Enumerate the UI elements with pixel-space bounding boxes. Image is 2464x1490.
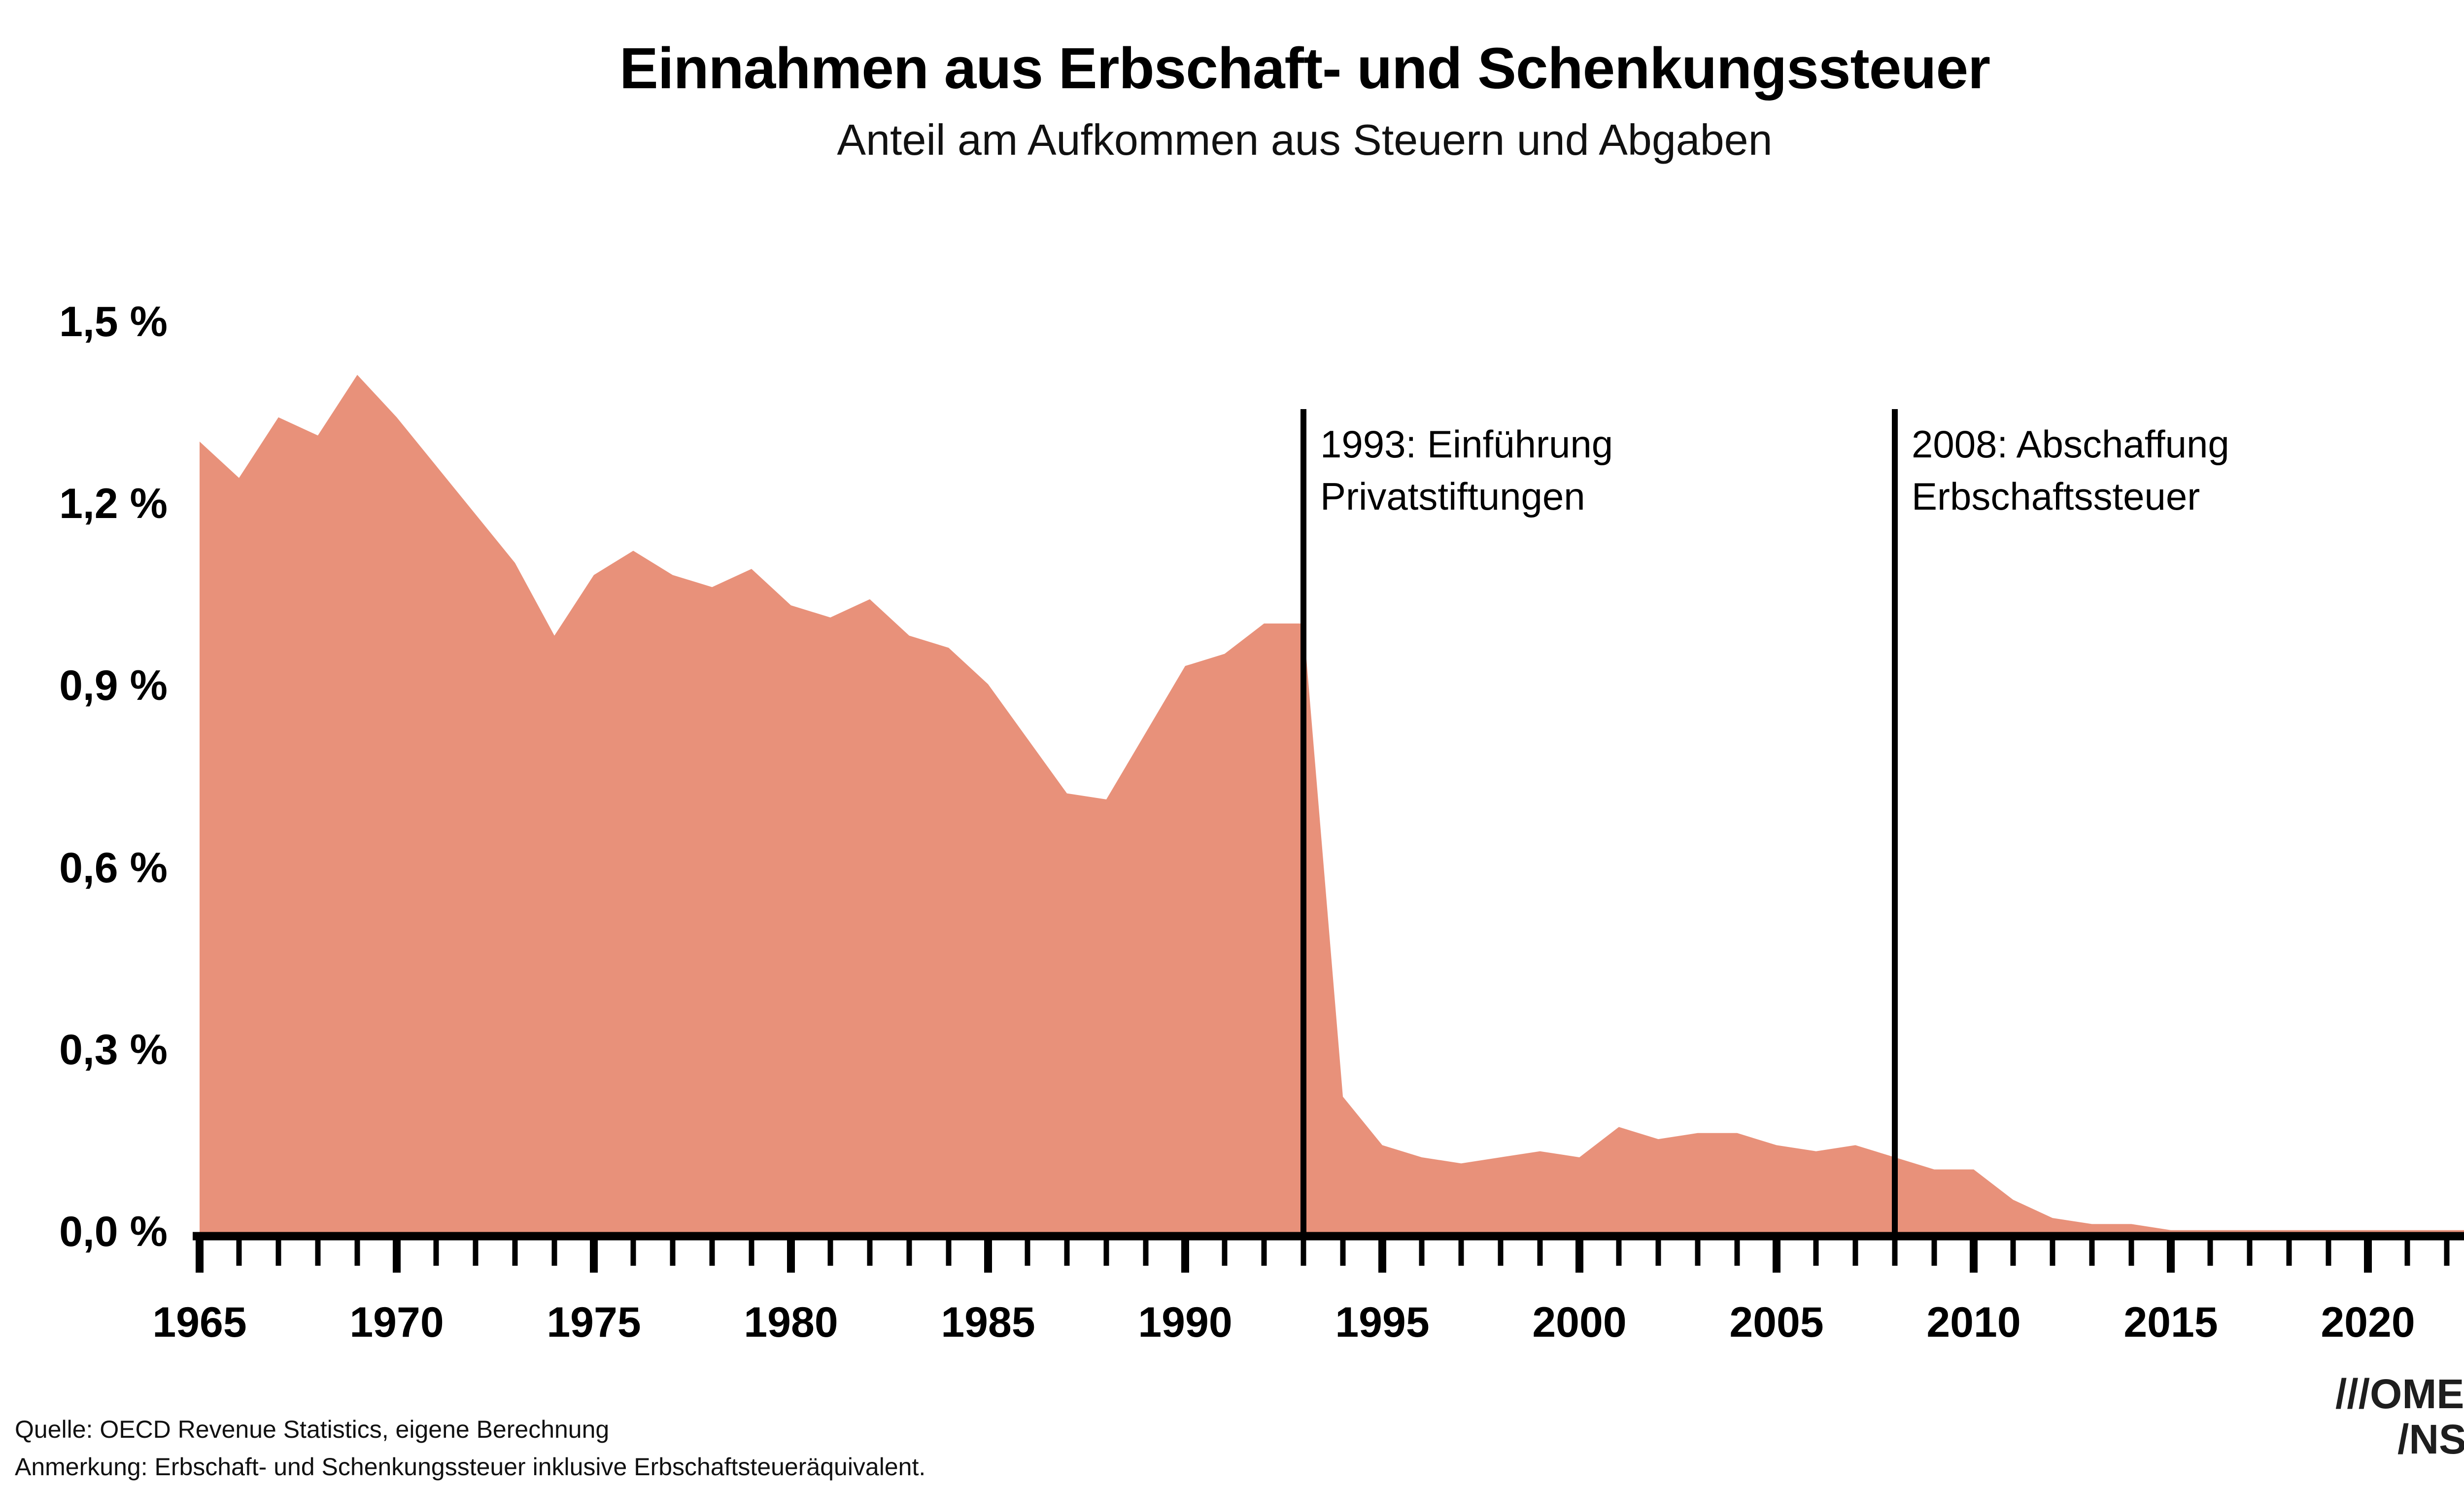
x-axis-tick-label: 2020 xyxy=(2321,1299,2415,1346)
logo-line-momentum: ///OMENTUM xyxy=(2335,1371,2464,1417)
x-axis-tick-label: 1975 xyxy=(547,1299,641,1346)
source-note: Quelle: OECD Revenue Statistics, eigene … xyxy=(15,1416,610,1443)
annotation-label-line2: Erbschaftssteuer xyxy=(1912,475,2200,519)
x-axis-tick-label: 2000 xyxy=(1532,1299,1627,1346)
annotation-label-line1: 1993: Einführung xyxy=(1320,422,1613,466)
y-axis-tick-label: 0,9 % xyxy=(59,662,168,710)
x-axis-tick-label: 1995 xyxy=(1335,1299,1430,1346)
y-axis-tick-label: 1,2 % xyxy=(59,480,168,528)
annotation-label-line2: Privatstiftungen xyxy=(1320,475,1585,519)
x-axis-tick-label: 2010 xyxy=(1926,1299,2021,1346)
axes-group xyxy=(193,1232,2464,1273)
x-axis-tick-label: 2024 xyxy=(2437,1298,2464,1347)
x-axis-tick-label: 1985 xyxy=(941,1299,1035,1346)
footer-notes: Quelle: OECD Revenue Statistics, eigene … xyxy=(15,1411,925,1486)
x-axis-tick-label: 2005 xyxy=(1729,1299,1824,1346)
chart-header: Einnahmen aus Erbschaft- und Schenkungss… xyxy=(0,0,2464,163)
annotation-label-line1: 2008: Abschaffung xyxy=(1912,422,2229,466)
remark-note: Anmerkung: Erbschaft- und Schenkungssteu… xyxy=(15,1453,926,1481)
x-axis-tick-label: 1970 xyxy=(349,1299,444,1346)
y-axis-tick-label: 1,5 % xyxy=(59,298,168,346)
annotation-label-1993: 1993: Einführung Privatstiftungen xyxy=(1320,418,1613,522)
page-subtitle: Anteil am Aufkommen aus Steuern und Abga… xyxy=(837,115,1773,164)
x-axis-tick-label: 2015 xyxy=(2123,1299,2218,1346)
y-axis-tick-label: 0,0 % xyxy=(59,1208,168,1255)
x-axis-tick-label: 1980 xyxy=(744,1299,838,1346)
momentum-institut-logo: ///OMENTUM /NSTITUT xyxy=(2335,1373,2464,1460)
logo-line-institut: /NSTITUT xyxy=(2397,1416,2464,1462)
x-axis-tick-label: 1965 xyxy=(152,1299,247,1346)
annotation-label-2008: 2008: Abschaffung Erbschaftssteuer xyxy=(1912,418,2229,522)
annotation-lines-group xyxy=(1300,409,1898,1236)
x-axis-tick-label: 1990 xyxy=(1138,1299,1232,1346)
y-axis-tick-label: 0,6 % xyxy=(59,844,168,892)
y-axis-tick-label: 0,3 % xyxy=(59,1026,168,1074)
page-title: Einnahmen aus Erbschaft- und Schenkungss… xyxy=(619,36,1990,101)
